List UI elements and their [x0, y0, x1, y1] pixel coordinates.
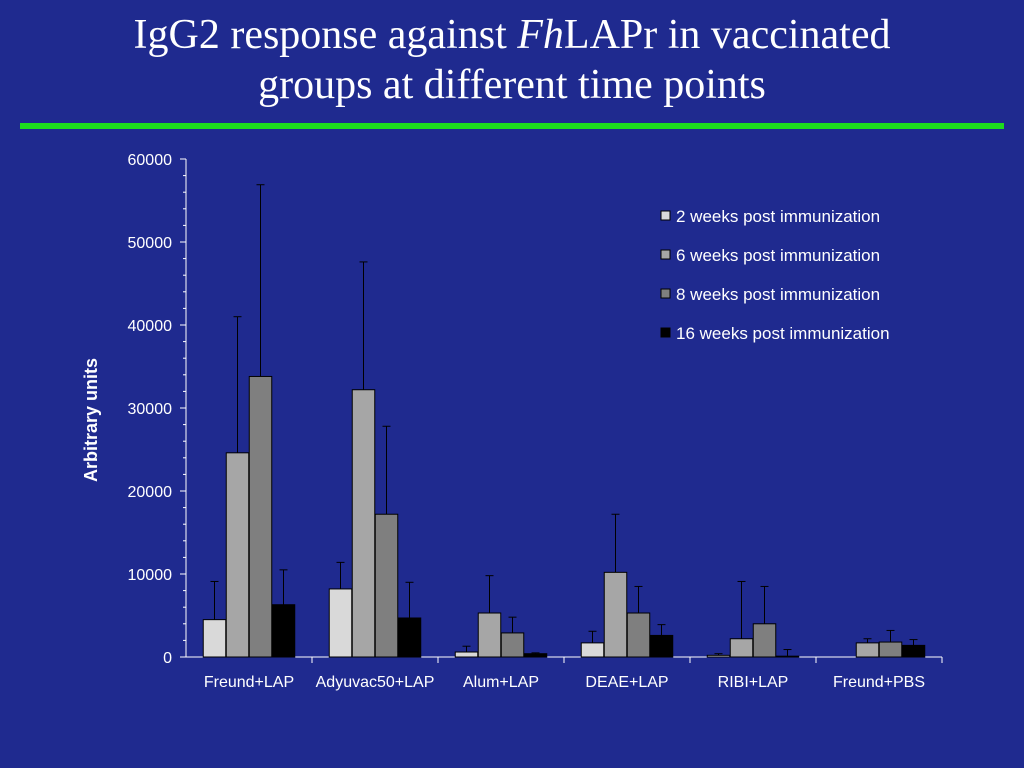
y-tick-label: 50000 [128, 235, 173, 252]
y-tick-label: 60000 [128, 152, 173, 169]
bar [580, 642, 605, 658]
bar [603, 571, 628, 658]
bar [649, 634, 674, 658]
bar [752, 623, 777, 658]
legend-label: 16 weeks post immunization [676, 324, 890, 343]
bar [729, 638, 754, 658]
bar [500, 632, 525, 658]
title-text-a: IgG2 response against [133, 12, 518, 58]
bar [374, 513, 399, 658]
legend-label: 8 weeks post immunization [676, 285, 880, 304]
bar [271, 604, 296, 658]
bar [523, 653, 548, 658]
bar [248, 375, 273, 658]
x-tick-label: Alum+LAP [463, 674, 539, 691]
bar [351, 389, 376, 658]
x-tick-label: RIBI+LAP [718, 674, 789, 691]
bar [454, 651, 479, 658]
bar [855, 642, 880, 658]
y-tick-label: 40000 [128, 318, 173, 335]
bar [878, 641, 903, 658]
x-tick-label: Adyuvac50+LAP [316, 674, 435, 691]
legend-label: 6 weeks post immunization [676, 246, 880, 265]
bar [626, 612, 651, 658]
chart-bars [202, 184, 926, 658]
bar [775, 655, 800, 658]
title-line-2: groups at different time points [258, 62, 766, 108]
y-tick-label: 0 [163, 650, 172, 667]
x-tick-label: Freund+PBS [833, 674, 925, 691]
y-axis-label: Arbitrary units [81, 358, 101, 482]
legend-label: 2 weeks post immunization [676, 207, 880, 226]
title-line-1: IgG2 response against FhLAPr in vaccinat… [0, 10, 1024, 60]
title-underline [20, 123, 1004, 129]
bar [225, 452, 250, 658]
chart-labels: 0 10000 20000 30000 40000 50000 60000 Arbitrary… [81, 152, 925, 691]
title-text-b: LAPr in vaccinated [563, 12, 891, 58]
x-tick-label: Freund+LAP [204, 674, 294, 691]
bar [328, 588, 353, 658]
bar [901, 644, 926, 658]
legend-swatch [660, 327, 671, 338]
legend-swatch [660, 249, 671, 260]
chart-axes [180, 158, 943, 663]
y-tick-label: 10000 [128, 567, 173, 584]
legend-swatch [660, 210, 671, 221]
legend-swatch [660, 288, 671, 299]
bar [706, 654, 731, 658]
y-tick-label: 30000 [128, 401, 173, 418]
slide-title: IgG2 response against FhLAPr in vaccinat… [0, 10, 1024, 110]
y-tick-label: 20000 [128, 484, 173, 501]
title-text-italic: Fh [517, 12, 564, 58]
bar [397, 617, 422, 658]
x-tick-label: DEAE+LAP [585, 674, 668, 691]
bar [202, 619, 227, 658]
bar [477, 612, 502, 658]
chart-legend: 2 weeks post immunization 6 weeks post im… [660, 207, 890, 343]
